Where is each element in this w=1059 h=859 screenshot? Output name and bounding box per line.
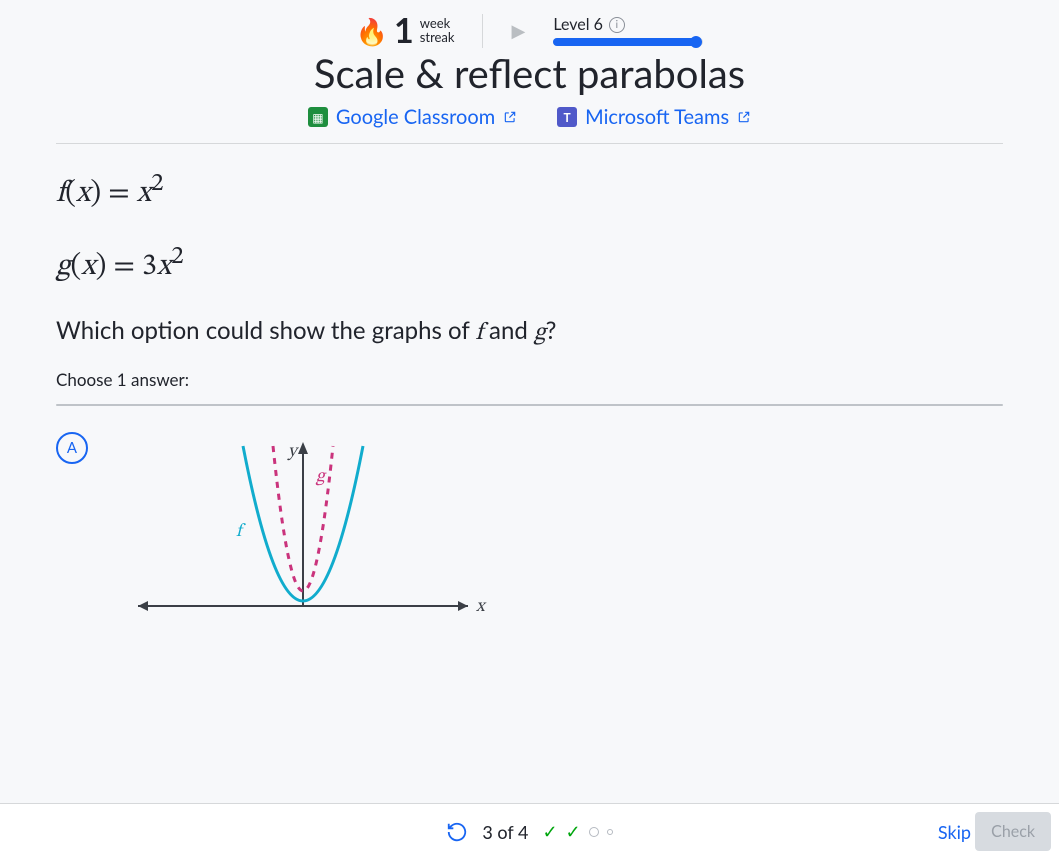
progress-dots: ✓ ✓ [542, 820, 612, 843]
check-icon: ✓ [542, 820, 557, 843]
footer-center: 3 of 4 ✓ ✓ [446, 820, 612, 843]
curve-f-label: f [236, 523, 246, 541]
streak-words: week streak [420, 17, 455, 44]
external-link-icon [503, 110, 517, 124]
progress-counter: 3 of 4 [482, 821, 528, 843]
microsoft-teams-icon: T [557, 107, 577, 127]
streak-word-2: streak [420, 31, 455, 45]
question-prefix: Which option could show the graphs of [56, 316, 476, 345]
google-classroom-icon: ▦ [308, 107, 328, 127]
check-button[interactable]: Check [975, 812, 1051, 851]
level-block: Level 6 i [553, 15, 703, 46]
check-icon: ✓ [566, 820, 581, 843]
info-icon[interactable]: i [609, 17, 625, 33]
question-prompt: Which option could show the graphs of f … [56, 314, 1003, 351]
level-progress-fill [553, 38, 696, 46]
microsoft-teams-label: Microsoft Teams [585, 105, 729, 129]
vertical-divider [482, 14, 483, 48]
level-progress-bar [553, 38, 703, 46]
streak-number: 1 [394, 10, 414, 51]
question-fn-f: f [476, 321, 483, 345]
flame-icon: 🔥 [356, 18, 388, 44]
progress-dot-current [589, 827, 599, 837]
x-axis-arrow-right [458, 601, 468, 611]
choice-letter: A [67, 439, 77, 457]
share-row: ▦ Google Classroom T Microsoft Teams [56, 97, 1003, 144]
level-line: Level 6 i [553, 15, 703, 34]
level-label: Level 6 [553, 15, 603, 34]
progress-dot-upcoming [607, 829, 613, 835]
choice-radio-a[interactable]: A [56, 432, 88, 464]
page-title: Scale & reflect parabolas [0, 49, 1059, 97]
exercise-footer: 3 of 4 ✓ ✓ Skip Check [0, 803, 1059, 859]
microsoft-teams-link[interactable]: T Microsoft Teams [557, 105, 751, 129]
choice-a[interactable]: A y x f g [56, 426, 1003, 636]
equation-g: g(x) = 3x2 [56, 241, 1003, 286]
google-classroom-link[interactable]: ▦ Google Classroom [308, 105, 517, 129]
choice-a-graph: y x f g [128, 426, 488, 636]
choices-divider [56, 404, 1003, 406]
top-status-bar: 🔥 1 week streak ▶ Level 6 i [0, 0, 1059, 55]
question-suffix: ? [546, 316, 557, 345]
question-mid: and [483, 316, 534, 345]
skip-button[interactable]: Skip [938, 821, 971, 843]
y-axis-label: y [287, 443, 300, 461]
level-progress-dot [690, 36, 702, 48]
streak-indicator: 🔥 1 week streak [356, 10, 455, 51]
check-button-label: Check [991, 822, 1035, 841]
equation-f: f(x) = x2 [56, 168, 1003, 213]
external-link-icon [737, 110, 751, 124]
y-axis-arrow [298, 442, 308, 454]
x-axis-arrow-left [138, 601, 148, 611]
curve-g-label: g [315, 468, 327, 486]
google-classroom-label: Google Classroom [336, 105, 495, 129]
x-axis-label: x [475, 598, 487, 616]
restart-icon[interactable] [446, 821, 468, 843]
question-fn-g: g [534, 321, 546, 345]
chevron-right-icon[interactable]: ▶ [511, 19, 525, 42]
question-content: f(x) = x2 g(x) = 3x2 Which option could … [0, 144, 1059, 636]
choose-label: Choose 1 answer: [56, 369, 1003, 390]
